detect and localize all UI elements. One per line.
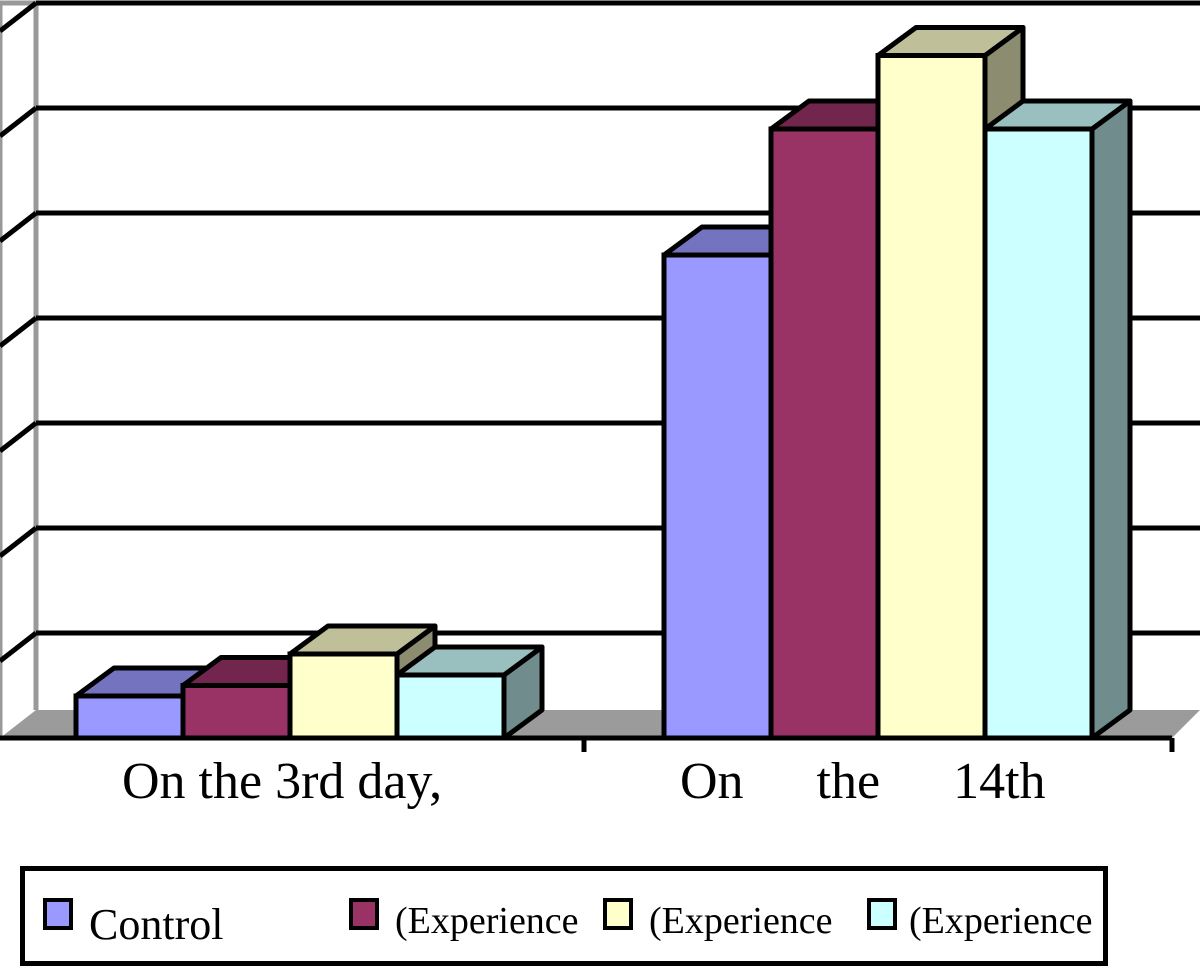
category-label-day-3: On the 3rd day, bbox=[122, 753, 443, 810]
gridline-side bbox=[0, 526, 38, 558]
bar-front bbox=[875, 53, 988, 741]
legend-label-experience-3: (Experience bbox=[909, 900, 1093, 942]
legend-swatch-experience-3 bbox=[867, 898, 897, 930]
bar-front bbox=[768, 126, 881, 741]
bar-front bbox=[394, 672, 507, 741]
legend-swatch-experience-2 bbox=[603, 898, 633, 930]
legend-label-experience-1: (Experience bbox=[395, 900, 579, 942]
legend-label-control: Control bbox=[89, 900, 224, 949]
gridline-side bbox=[0, 421, 38, 453]
legend-swatch-experience-1 bbox=[349, 898, 379, 930]
bar-1-3 bbox=[982, 98, 1133, 741]
bar-front bbox=[287, 651, 400, 741]
legend: Control (Experience (Experience (Experie… bbox=[20, 866, 1108, 966]
category-label-day-14: On the 14th bbox=[680, 753, 1046, 810]
bar-side bbox=[1089, 98, 1133, 741]
gridline-side bbox=[0, 316, 38, 348]
gridline-side bbox=[0, 631, 38, 663]
gridline-side bbox=[0, 106, 38, 138]
gridline-side bbox=[0, 211, 38, 243]
x-axis bbox=[0, 735, 1175, 752]
bar-front bbox=[180, 683, 293, 741]
gridline-side bbox=[0, 1, 38, 33]
bar-0-3 bbox=[394, 644, 545, 741]
bar-front bbox=[982, 126, 1095, 741]
bars bbox=[73, 25, 1133, 741]
bar-front bbox=[661, 252, 774, 741]
bar-front bbox=[73, 693, 186, 741]
legend-label-experience-2: (Experience bbox=[649, 900, 833, 942]
legend-swatch-control bbox=[43, 898, 73, 930]
